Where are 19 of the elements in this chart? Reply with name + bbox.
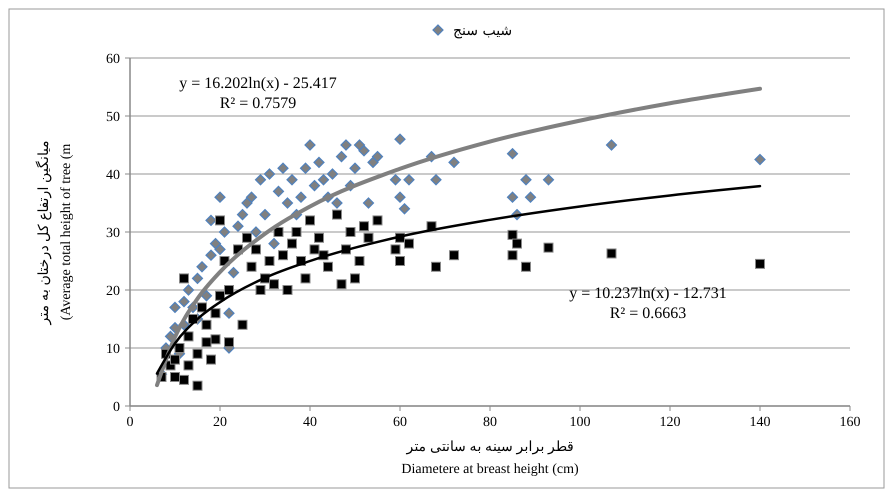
y-tick-label: 30 [106, 226, 120, 241]
annotation: y = 10.237ln(x) - 12.731 R² = 0.6663 [569, 285, 727, 322]
x-tick-label: 100 [570, 415, 590, 430]
y-tick-label: 50 [106, 110, 120, 125]
y-tick-label: 20 [106, 284, 120, 299]
x-tick-label: 0 [126, 415, 134, 430]
x-tick-label: 80 [483, 415, 497, 430]
x-tick-label: 120 [660, 415, 680, 430]
x-tick-label: 160 [840, 415, 860, 430]
y-tick-label: 60 [106, 52, 120, 67]
x-tick-label: 60 [393, 415, 407, 430]
x-tick-label: 20 [213, 415, 227, 430]
x-tick-label: 140 [750, 415, 770, 430]
y-tick-label: 10 [106, 342, 120, 357]
annotation: y = 16.202ln(x) - 25.417 R² = 0.7579 [179, 75, 337, 112]
x-tick-label: 40 [303, 415, 317, 430]
y-tick-label: 40 [106, 168, 120, 183]
legend-label: شیب سنج [453, 23, 512, 39]
y-tick-label: 0 [113, 400, 120, 415]
